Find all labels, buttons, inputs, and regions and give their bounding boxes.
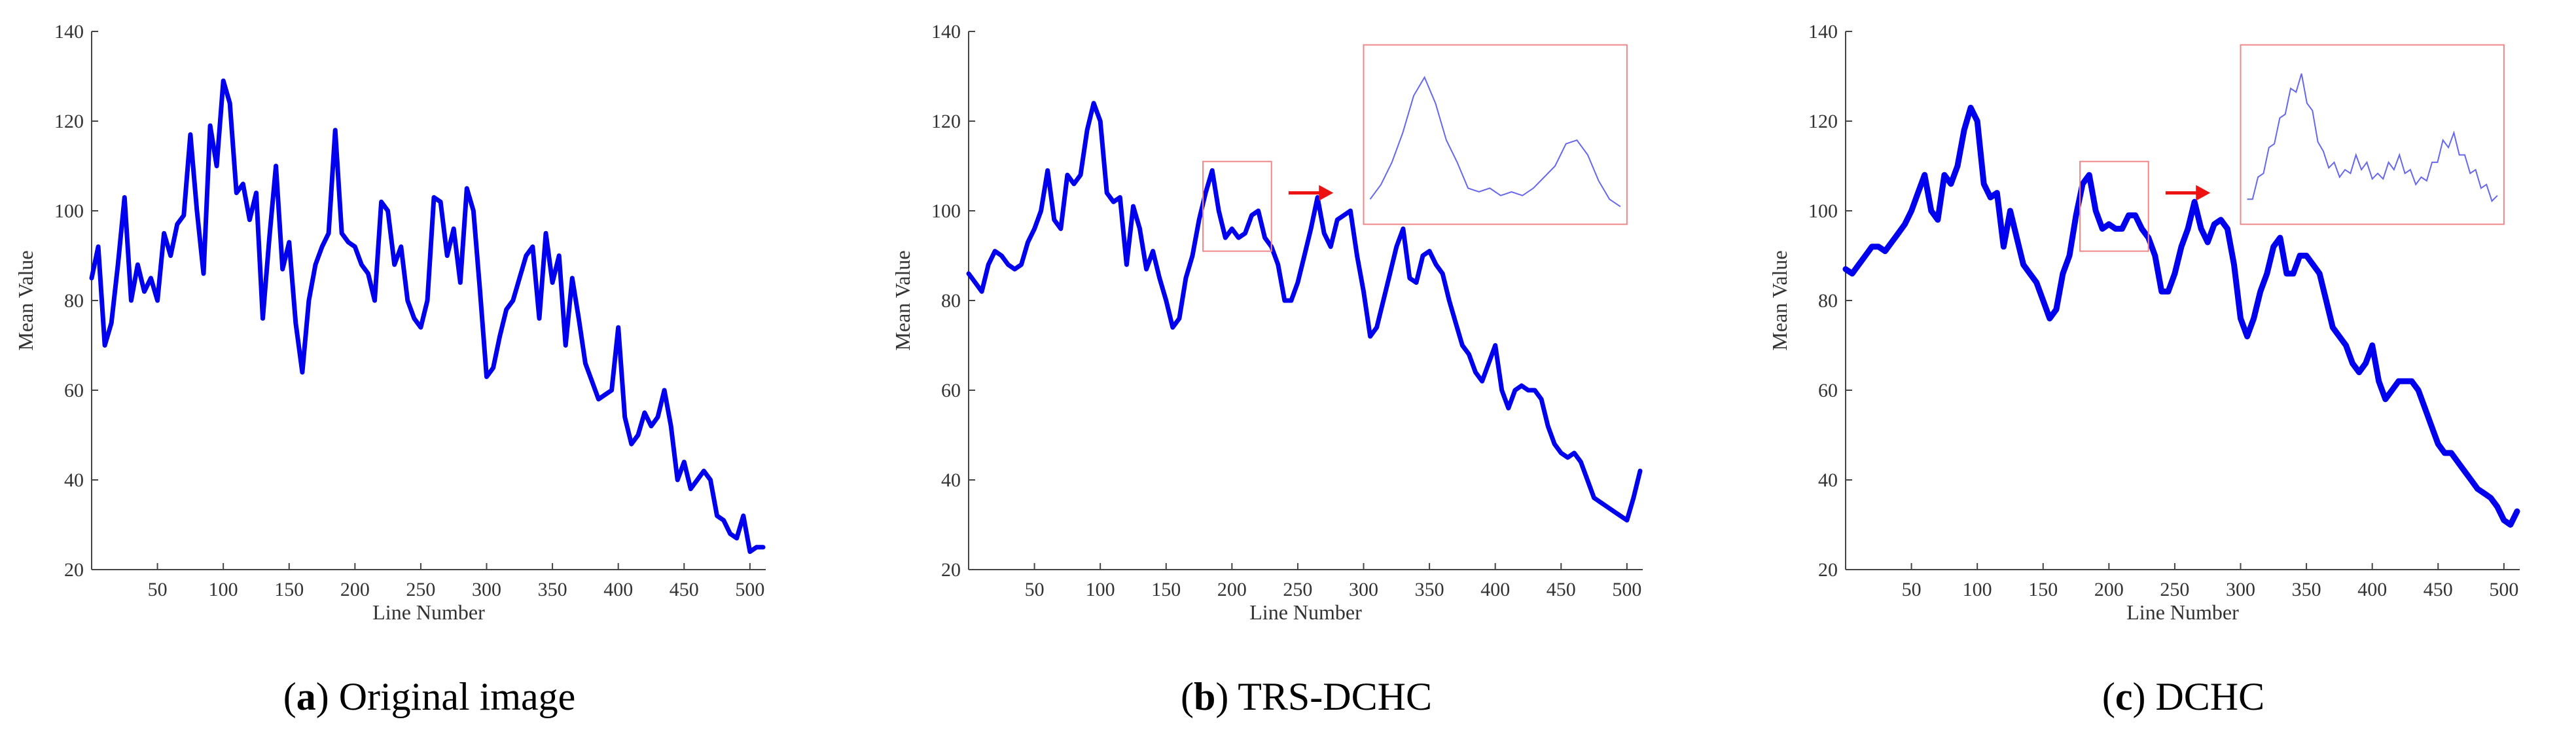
zoom-region-box bbox=[1202, 160, 1272, 252]
y-tick-label: 100 bbox=[54, 200, 84, 222]
x-tick-label: 350 bbox=[2292, 579, 2321, 600]
y-tick-label: 80 bbox=[1818, 290, 1838, 312]
y-axis-label: Mean Value bbox=[891, 250, 914, 350]
inset-zoomed-line bbox=[2247, 73, 2498, 202]
y-tick-label: 40 bbox=[941, 469, 961, 491]
x-tick-label: 150 bbox=[1151, 579, 1181, 600]
caption-a-text: Original image bbox=[329, 675, 576, 718]
y-tick-label: 40 bbox=[1818, 469, 1838, 491]
y-tick-label: 120 bbox=[54, 111, 84, 132]
x-tick-label: 50 bbox=[148, 579, 168, 600]
y-tick-label: 120 bbox=[931, 111, 961, 132]
y-tick-label: 80 bbox=[64, 290, 84, 312]
x-tick-label: 250 bbox=[2160, 579, 2189, 600]
x-tick-label: 50 bbox=[1025, 579, 1045, 600]
x-tick-label: 450 bbox=[1547, 579, 1576, 600]
x-tick-label: 400 bbox=[2357, 579, 2387, 600]
x-tick-label: 400 bbox=[1480, 579, 1510, 600]
x-tick-label: 350 bbox=[538, 579, 567, 600]
panel-c: 20 40 60 80 100 120 140 50 100 150 200 250 300 350 400… bbox=[1754, 0, 2576, 749]
caption-b-text: TRS-DCHC bbox=[1228, 675, 1432, 718]
x-tick-label: 450 bbox=[670, 579, 699, 600]
inset-frame bbox=[2240, 44, 2505, 225]
chart-c: 20 40 60 80 100 120 140 50 100 150 200 250 300 350 400… bbox=[1768, 21, 2520, 624]
y-tick-label: 100 bbox=[1808, 200, 1838, 222]
x-tick-label: 300 bbox=[472, 579, 501, 600]
x-tick-label: 50 bbox=[1902, 579, 1922, 600]
inset-frame bbox=[1363, 44, 1628, 225]
caption-c-text: DCHC bbox=[2145, 675, 2265, 718]
y-tick-label: 140 bbox=[931, 21, 961, 43]
panel-a: 20 40 60 80 100 120 140 50 100 150 200 250 300 350 400… bbox=[0, 0, 859, 749]
x-tick-label: 300 bbox=[1349, 579, 1378, 600]
caption-c: (c) DCHC bbox=[2102, 675, 2265, 718]
y-tick-label: 20 bbox=[941, 559, 961, 581]
x-axis-label: Line Number bbox=[2126, 600, 2239, 624]
series-line bbox=[966, 101, 1643, 523]
x-tick-label: 450 bbox=[2424, 579, 2453, 600]
x-tick-label: 150 bbox=[274, 579, 304, 600]
y-tick-label: 80 bbox=[941, 290, 961, 312]
x-tick-label: 200 bbox=[340, 579, 370, 600]
x-tick-label: 250 bbox=[1283, 579, 1312, 600]
x-tick-label: 100 bbox=[209, 579, 238, 600]
inset-zoomed-line bbox=[1369, 75, 1621, 208]
x-axis-label: Line Number bbox=[1249, 600, 1362, 624]
y-tick-label: 60 bbox=[1818, 380, 1838, 401]
caption-a: (a) Original image bbox=[283, 675, 576, 718]
x-tick-label: 100 bbox=[1963, 579, 1992, 600]
x-tick-label: 350 bbox=[1415, 579, 1444, 600]
series-line bbox=[89, 78, 766, 555]
zoom-arrowhead bbox=[1319, 185, 1334, 201]
x-tick-label: 400 bbox=[603, 579, 633, 600]
y-tick-label: 20 bbox=[1818, 559, 1838, 581]
x-tick-label: 200 bbox=[2094, 579, 2124, 600]
y-tick-label: 40 bbox=[64, 469, 84, 491]
x-tick-label: 200 bbox=[1217, 579, 1247, 600]
y-tick-label: 140 bbox=[54, 21, 84, 43]
x-tick-label: 150 bbox=[2028, 579, 2058, 600]
y-axis-label: Mean Value bbox=[14, 250, 37, 350]
chart-a: 20 40 60 80 100 120 140 50 100 150 200 250 300 350 400… bbox=[14, 21, 766, 624]
y-tick-label: 60 bbox=[941, 380, 961, 401]
x-tick-label: 500 bbox=[2489, 579, 2518, 600]
y-axis-label: Mean Value bbox=[1768, 250, 1791, 350]
x-tick-label: 500 bbox=[1612, 579, 1641, 600]
x-tick-label: 300 bbox=[2226, 579, 2255, 600]
caption-b: (b) TRS-DCHC bbox=[1181, 675, 1432, 718]
series-line bbox=[1842, 105, 2520, 528]
y-tick-label: 140 bbox=[1808, 21, 1838, 43]
caption-a-letter: a bbox=[296, 675, 316, 718]
caption-b-letter: b bbox=[1193, 675, 1216, 718]
x-axis-label: Line Number bbox=[372, 600, 485, 624]
chart-b: 20 40 60 80 100 120 140 50 100 150 200 250 300 350 400… bbox=[891, 21, 1643, 624]
panel-b: 20 40 60 80 100 120 140 50 100 150 200 250 300 350 400… bbox=[877, 0, 1736, 749]
x-tick-label: 500 bbox=[735, 579, 764, 600]
x-tick-label: 100 bbox=[1086, 579, 1115, 600]
caption-c-letter: c bbox=[2115, 675, 2133, 718]
x-tick-label: 250 bbox=[406, 579, 435, 600]
y-tick-label: 100 bbox=[931, 200, 961, 222]
zoom-region-box bbox=[2079, 160, 2149, 252]
y-tick-label: 60 bbox=[64, 380, 84, 401]
zoom-arrowhead bbox=[2196, 185, 2211, 201]
y-tick-label: 20 bbox=[64, 559, 84, 581]
y-tick-label: 120 bbox=[1808, 111, 1838, 132]
